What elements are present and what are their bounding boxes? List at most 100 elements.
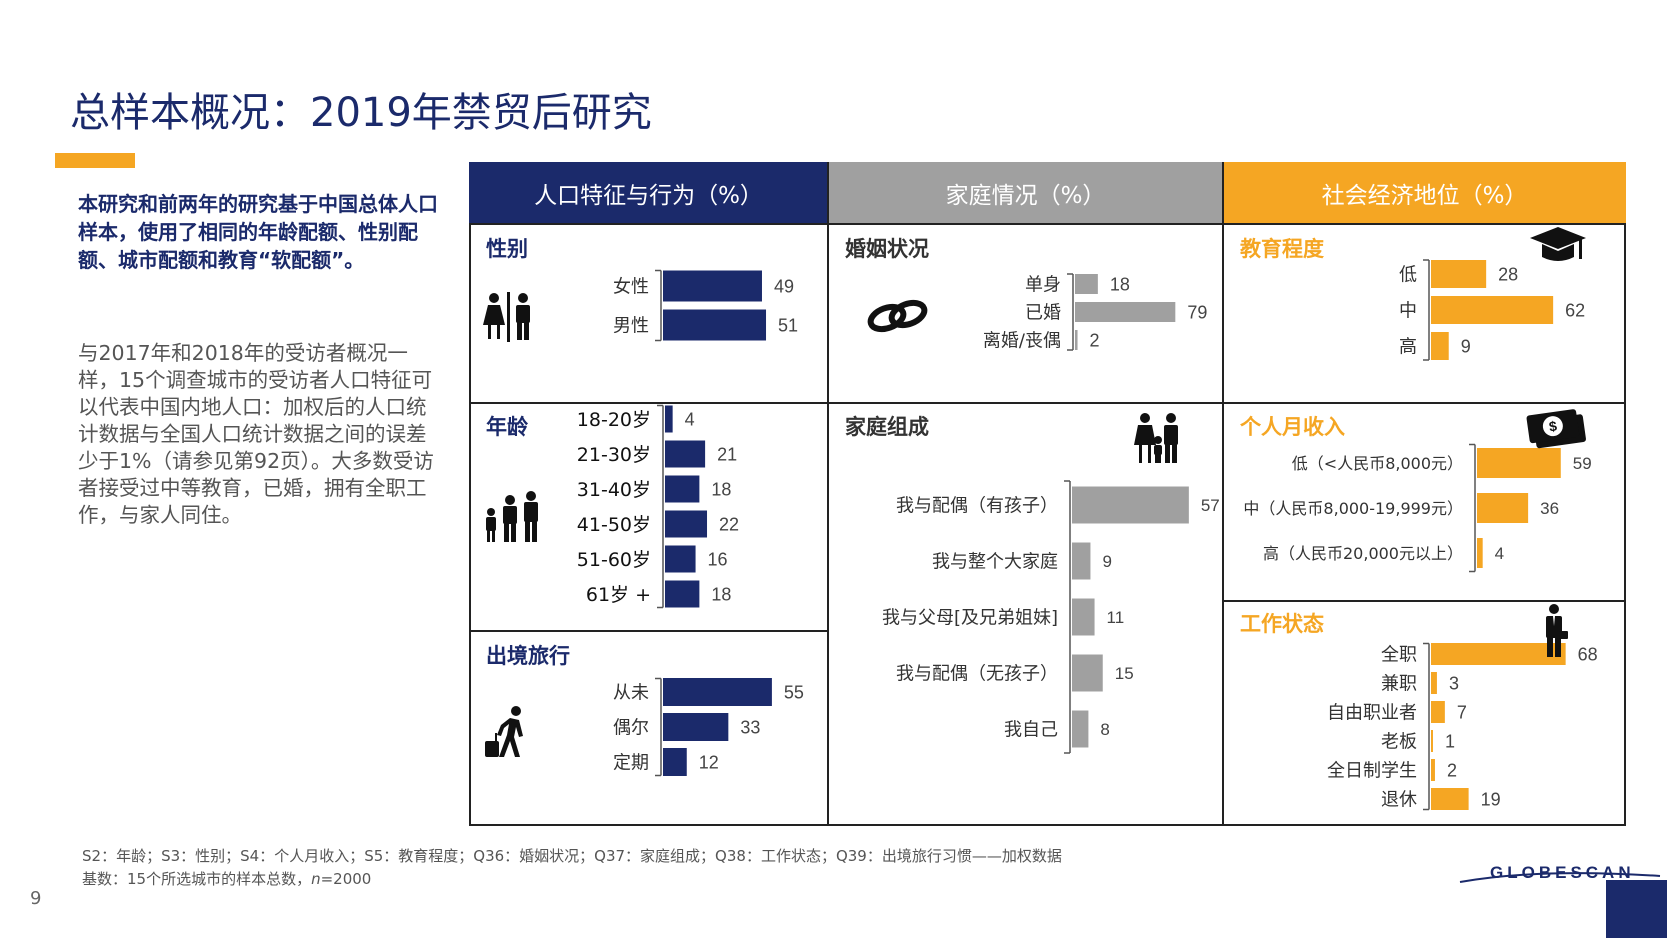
household-value-2: 11 xyxy=(1107,608,1125,627)
education-value-1: 62 xyxy=(1565,300,1585,320)
marital-value-0: 18 xyxy=(1110,274,1130,294)
marital-label-0: 单身 xyxy=(1025,274,1061,295)
household-label-1: 我与整个大家庭 xyxy=(932,551,1058,572)
gender-label-0: 女性 xyxy=(613,276,649,297)
age-bar-0 xyxy=(665,405,673,433)
header-demographics: 人口特征与行为（%） xyxy=(469,162,828,224)
employment-label-3: 老板 xyxy=(1381,731,1417,752)
marital-bar-2 xyxy=(1075,330,1078,350)
travel-bar-1 xyxy=(663,713,729,741)
employment-value-2: 7 xyxy=(1457,702,1467,722)
employment-value-4: 2 xyxy=(1447,760,1457,780)
income-value-0: 59 xyxy=(1573,454,1592,473)
age-label-3: 41-50岁 xyxy=(577,514,651,536)
income-label-0: 低（<人民币8,000元） xyxy=(1292,454,1463,473)
column-divider-1 xyxy=(827,162,829,826)
age-value-2: 18 xyxy=(711,479,731,499)
household-bar-3 xyxy=(1072,654,1103,692)
svg-text:$: $ xyxy=(1548,418,1558,435)
section-title-age: 年龄 xyxy=(486,415,528,439)
age-value-5: 18 xyxy=(711,584,731,604)
header-socioeconomic: 社会经济地位（%） xyxy=(1223,162,1626,224)
page-number: 9 xyxy=(30,888,42,909)
header-divider xyxy=(469,223,1626,225)
age-bar-2 xyxy=(665,475,700,503)
employment-bar-1 xyxy=(1431,672,1437,694)
education-bar-0 xyxy=(1431,260,1487,288)
intro-text: 本研究和前两年的研究基于中国总体人口样本，使用了相同的年龄配额、性别配额、城市配… xyxy=(78,192,438,272)
money-stack-icon: $ xyxy=(1526,409,1586,449)
household-value-3: 15 xyxy=(1115,664,1134,683)
income-value-1: 36 xyxy=(1540,499,1559,518)
household-label-0: 我与配偶（有孩子） xyxy=(896,495,1058,516)
education-bar-2 xyxy=(1431,332,1449,360)
body-text: 与2017年和2018年的受访者概况一样，15个调查城市的受访者人口特征可以代表… xyxy=(78,341,434,527)
globescan-logo: GLOBESCAN xyxy=(1459,863,1667,938)
footnote-base-suffix: =2000 xyxy=(320,870,372,888)
age-chart: 18-20岁 4 21-30岁 21 31-40岁 18 41-50岁 22 51-60岁 16 6… xyxy=(577,404,739,609)
age-bar-1 xyxy=(665,440,706,468)
household-value-0: 57 xyxy=(1201,496,1220,515)
page-title: 总样本概况：2019年禁贸后研究 xyxy=(70,90,652,136)
gender-label-1: 男性 xyxy=(613,315,649,336)
travel-bar-2 xyxy=(663,748,687,776)
income-chart: 低（<人民币8,000元） 59 中（人民币8,000-19,999元） 36 高（人民… xyxy=(1243,443,1592,573)
travel-label-2: 定期 xyxy=(613,752,649,773)
employment-label-0: 全职 xyxy=(1381,644,1417,665)
age-label-0: 18-20岁 xyxy=(577,409,651,431)
marital-label-2: 离婚/丧偶 xyxy=(983,330,1061,351)
education-bar-1 xyxy=(1431,296,1554,324)
section-title-gender: 性别 xyxy=(486,237,528,261)
age-bar-3 xyxy=(665,510,708,538)
household-label-4: 我自己 xyxy=(1004,719,1058,740)
household-bar-2 xyxy=(1072,598,1095,636)
employment-value-5: 19 xyxy=(1481,789,1501,809)
household-value-1: 9 xyxy=(1102,552,1111,571)
divider-income-employment xyxy=(1223,600,1626,602)
employment-value-1: 3 xyxy=(1449,673,1459,693)
title-accent-bar xyxy=(55,153,135,168)
age-value-4: 16 xyxy=(708,549,728,569)
graduation-cap-icon xyxy=(1530,227,1586,261)
age-value-0: 4 xyxy=(685,409,695,429)
employment-bar-0 xyxy=(1431,643,1566,665)
travel-value-1: 33 xyxy=(740,717,760,737)
household-bar-4 xyxy=(1072,710,1089,748)
education-label-2: 高 xyxy=(1399,336,1417,357)
income-label-2: 高（人民币20,000元以上） xyxy=(1263,544,1463,563)
income-bar-1 xyxy=(1477,493,1529,523)
employment-label-4: 全日制学生 xyxy=(1327,760,1417,781)
household-bar-0 xyxy=(1072,486,1189,524)
age-value-3: 22 xyxy=(719,514,739,534)
household-bar-1 xyxy=(1072,542,1091,580)
income-bar-0 xyxy=(1477,448,1561,478)
employment-bar-2 xyxy=(1431,701,1445,723)
gender-value-1: 51 xyxy=(778,315,798,335)
employment-bar-4 xyxy=(1431,759,1435,781)
travel-chart: 从未 55 偶尔 33 定期 12 xyxy=(613,677,804,777)
household-value-4: 8 xyxy=(1100,720,1109,739)
income-bar-2 xyxy=(1477,538,1483,568)
footnote-sources: S2：年龄；S3：性别；S4：个人月收入；S5：教育程度；Q36：婚姻状况；Q3… xyxy=(82,847,1062,865)
section-title-marital: 婚姻状况 xyxy=(845,237,929,261)
household-chart: 我与配偶（有孩子） 57 我与整个大家庭 9 我与父母[及兄弟姐妹] 11 我与配偶（无孩子… xyxy=(882,480,1220,754)
travel-label-0: 从未 xyxy=(613,682,649,703)
divider-marital-household xyxy=(828,402,1223,404)
divider-education-income xyxy=(1223,402,1626,404)
travel-value-0: 55 xyxy=(784,682,804,702)
employment-value-0: 68 xyxy=(1578,644,1598,664)
marital-label-1: 已婚 xyxy=(1025,302,1061,323)
marital-bar-0 xyxy=(1075,274,1098,294)
income-value-2: 4 xyxy=(1495,544,1504,563)
employment-label-1: 兼职 xyxy=(1381,673,1417,694)
employment-value-3: 1 xyxy=(1445,731,1455,751)
businessman-icon xyxy=(1546,604,1568,657)
logo-text: GLOBESCAN xyxy=(1490,863,1635,882)
travel-bar-0 xyxy=(663,678,772,706)
age-label-4: 51-60岁 xyxy=(577,549,651,571)
age-bar-4 xyxy=(665,545,696,573)
employment-label-5: 退休 xyxy=(1381,789,1417,810)
divider-gender-age xyxy=(469,402,828,404)
age-label-1: 21-30岁 xyxy=(577,444,651,466)
